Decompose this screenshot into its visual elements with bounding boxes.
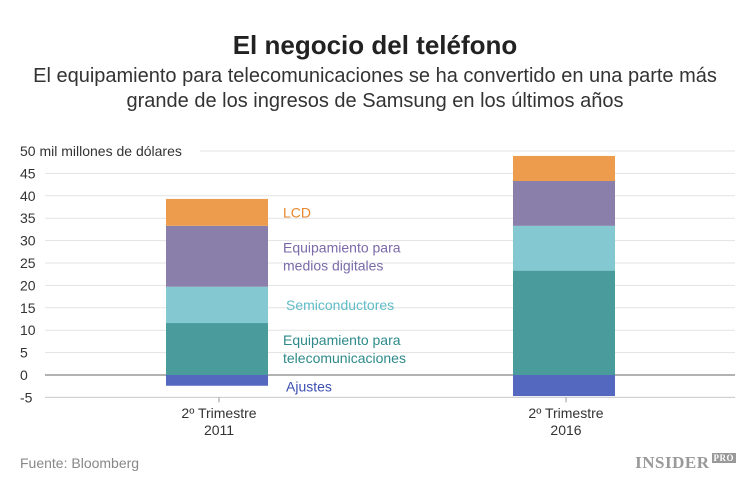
bar-segment <box>166 323 268 375</box>
series-label: Ajustes <box>286 378 332 394</box>
bar-segment <box>166 198 268 226</box>
x-tick-label: 2011 <box>204 422 234 438</box>
x-tick-label: 2016 <box>550 422 581 438</box>
y-tick-label: 10 <box>20 322 36 338</box>
series-label: Semiconductores <box>286 297 394 313</box>
chart-subtitle: El equipamiento para telecomunicaciones … <box>33 65 717 112</box>
series-label: medios digitales <box>283 257 383 273</box>
y-tick-label: 30 <box>20 233 36 249</box>
series-label: Equipamiento para <box>283 332 401 348</box>
y-tick-label: 40 <box>20 188 36 204</box>
series-label: LCD <box>283 204 311 220</box>
chart-title: El negocio del teléfono <box>232 30 518 60</box>
x-tick-label: 2º Trimestre <box>528 405 603 421</box>
y-tick-label: 45 <box>20 165 36 181</box>
bar-segment <box>513 181 615 226</box>
y-tick-label: -5 <box>20 389 33 405</box>
logo-sub: PRO <box>711 453 736 463</box>
y-tick-label: 35 <box>20 210 36 226</box>
insider-pro-logo: INSIDER PRO <box>635 453 736 473</box>
y-tick-label: 0 <box>20 367 28 383</box>
bar-segment <box>513 155 615 182</box>
series-label: Equipamiento para <box>283 239 401 255</box>
logo-main: INSIDER <box>635 453 710 472</box>
y-tick-label: 15 <box>20 300 36 316</box>
x-tick-label: 2º Trimestre <box>181 405 256 421</box>
series-label: telecomunicaciones <box>283 350 406 366</box>
bar-segment <box>513 225 615 271</box>
y-tick-label: 20 <box>20 277 36 293</box>
bar-segment <box>166 225 268 287</box>
bar-segment <box>513 375 615 397</box>
y-tick-label: 50 mil millones de dólares <box>20 143 182 159</box>
y-tick-label: 25 <box>20 255 36 271</box>
bar-segment <box>166 286 268 324</box>
source-note: Fuente: Bloomberg <box>20 455 140 471</box>
bar-segment <box>166 375 268 386</box>
bar-segment <box>513 270 615 375</box>
y-tick-label: 5 <box>20 345 28 361</box>
